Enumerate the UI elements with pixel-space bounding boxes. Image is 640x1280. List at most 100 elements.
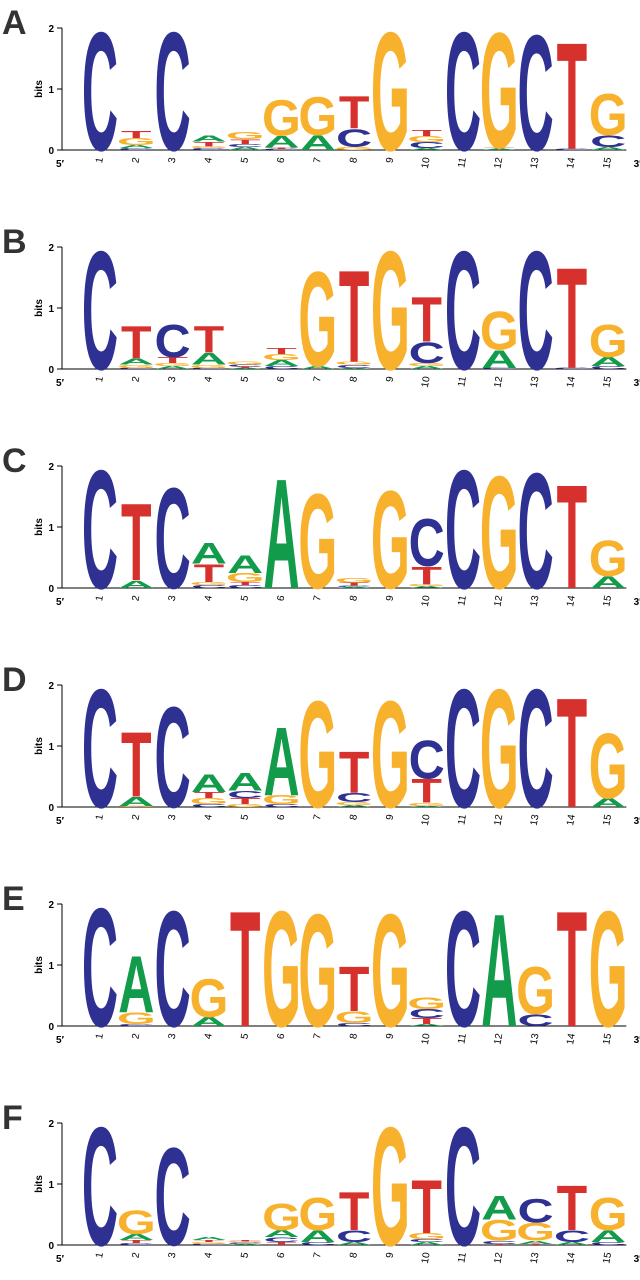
x-tick-label: 8	[348, 375, 360, 383]
y-tick-label: 2	[48, 462, 54, 473]
x-tick-label: 1	[94, 1032, 106, 1040]
letter-glyph: G	[189, 581, 228, 586]
y-tick-label: 1	[48, 742, 54, 753]
letter-glyph: C	[300, 1241, 336, 1246]
letter-glyph: G	[589, 529, 628, 586]
x-tick-label: 8	[348, 813, 360, 821]
letter-glyph: G	[153, 362, 192, 367]
letter-glyph: C	[191, 803, 227, 808]
x-tick-label: 2	[130, 375, 142, 383]
x-tick-label: 3	[167, 813, 179, 821]
letter-glyph: T	[121, 129, 152, 141]
x-tick-label: 10	[420, 1251, 433, 1264]
letter-glyph: C	[481, 1240, 517, 1245]
x-tick-label: 3	[167, 156, 179, 164]
x-tick-label: 6	[276, 1251, 288, 1259]
letter-glyph: A	[336, 805, 372, 808]
letter-glyph: T	[484, 1244, 515, 1246]
letter-glyph: C	[191, 584, 227, 589]
letter-glyph: A	[300, 1227, 336, 1246]
letter-glyph: A	[300, 131, 336, 155]
letter-glyph: C	[118, 368, 154, 370]
x-tick-label: 15	[601, 1032, 614, 1045]
y-tick-label: 2	[48, 243, 54, 254]
letter-glyph: T	[484, 147, 515, 149]
x-tick-label: 2	[130, 1032, 142, 1040]
x-tick-label: 9	[385, 156, 397, 164]
three-prime: 3′	[634, 816, 640, 827]
letter-glyph: T	[339, 244, 370, 391]
x-tick-label: 8	[348, 594, 360, 602]
letter-glyph: G	[298, 86, 337, 148]
letter-glyph: C	[518, 655, 554, 844]
letter-glyph: G	[226, 570, 265, 584]
letter-glyph: A	[191, 537, 227, 570]
x-tick-label: 12	[492, 375, 505, 388]
x-tick-label: 6	[276, 156, 288, 164]
letter-glyph: C	[155, 676, 191, 838]
letter-glyph: C	[590, 1241, 626, 1246]
letter-glyph: T	[230, 366, 261, 368]
x-tick-label: 13	[529, 156, 542, 169]
letter-glyph: G	[117, 1204, 156, 1242]
letter-glyph: A	[191, 1015, 227, 1029]
letter-glyph: G	[371, 1093, 410, 1280]
x-tick-label: 2	[130, 156, 142, 164]
letter-glyph: C	[554, 1227, 590, 1246]
x-tick-label: 11	[456, 1251, 469, 1264]
letter-glyph: C	[336, 364, 372, 369]
letter-glyph: G	[407, 802, 446, 807]
letter-glyph: G	[226, 1241, 265, 1243]
letter-glyph: T	[339, 87, 370, 139]
letter-glyph: A	[336, 368, 372, 370]
letter-glyph: C	[445, 655, 481, 844]
letter-glyph: C	[445, 1093, 481, 1280]
letter-glyph: C	[82, 436, 118, 625]
letter-glyph: A	[590, 1227, 626, 1246]
letter-glyph: G	[335, 146, 374, 151]
letter-glyph: T	[230, 581, 261, 586]
y-tick-label: 2	[48, 900, 54, 911]
x-tick-label: 9	[385, 813, 397, 821]
x-tick-label: 10	[420, 156, 433, 169]
x-tick-label: 14	[565, 156, 578, 169]
y-tick-label: 1	[48, 961, 54, 972]
y-axis-label: bits	[34, 956, 45, 974]
x-tick-label: 11	[456, 375, 469, 388]
letter-glyph: A	[590, 354, 626, 368]
letter-glyph: C	[155, 0, 191, 187]
x-tick-label: 2	[130, 594, 142, 602]
y-axis-label: bits	[34, 518, 45, 536]
letter-glyph: A	[263, 358, 299, 367]
y-tick-label: 0	[48, 1241, 54, 1252]
letter-glyph: A	[481, 1189, 517, 1227]
letter-glyph: T	[121, 1239, 152, 1244]
letter-glyph: T	[194, 1240, 225, 1243]
letter-glyph: C	[227, 1242, 263, 1244]
x-tick-label: 13	[529, 813, 542, 826]
letter-glyph: A	[590, 573, 626, 592]
x-tick-label: 13	[529, 375, 542, 388]
letter-glyph: C	[191, 368, 227, 370]
letter-glyph: G	[189, 1241, 228, 1244]
letter-glyph: T	[339, 582, 370, 587]
letter-glyph: C	[227, 364, 263, 367]
x-tick-label: 14	[565, 1032, 578, 1045]
y-tick-label: 1	[48, 1180, 54, 1191]
letter-glyph: G	[516, 952, 555, 1028]
x-tick-label: 12	[492, 594, 505, 607]
y-axis-label: bits	[34, 299, 45, 317]
x-tick-label: 4	[203, 594, 215, 602]
letter-glyph: A	[336, 1241, 372, 1246]
letter-glyph: C	[227, 584, 263, 589]
y-tick-label: 1	[48, 523, 54, 534]
letter-glyph: C	[336, 1022, 372, 1027]
five-prime: 5′	[56, 597, 65, 608]
letter-glyph: C	[518, 217, 554, 406]
three-prime: 3′	[634, 597, 640, 608]
letter-glyph: C	[445, 877, 481, 1061]
letter-glyph: T	[230, 1240, 261, 1242]
x-tick-label: 15	[601, 156, 614, 169]
letter-glyph: T	[339, 739, 370, 806]
